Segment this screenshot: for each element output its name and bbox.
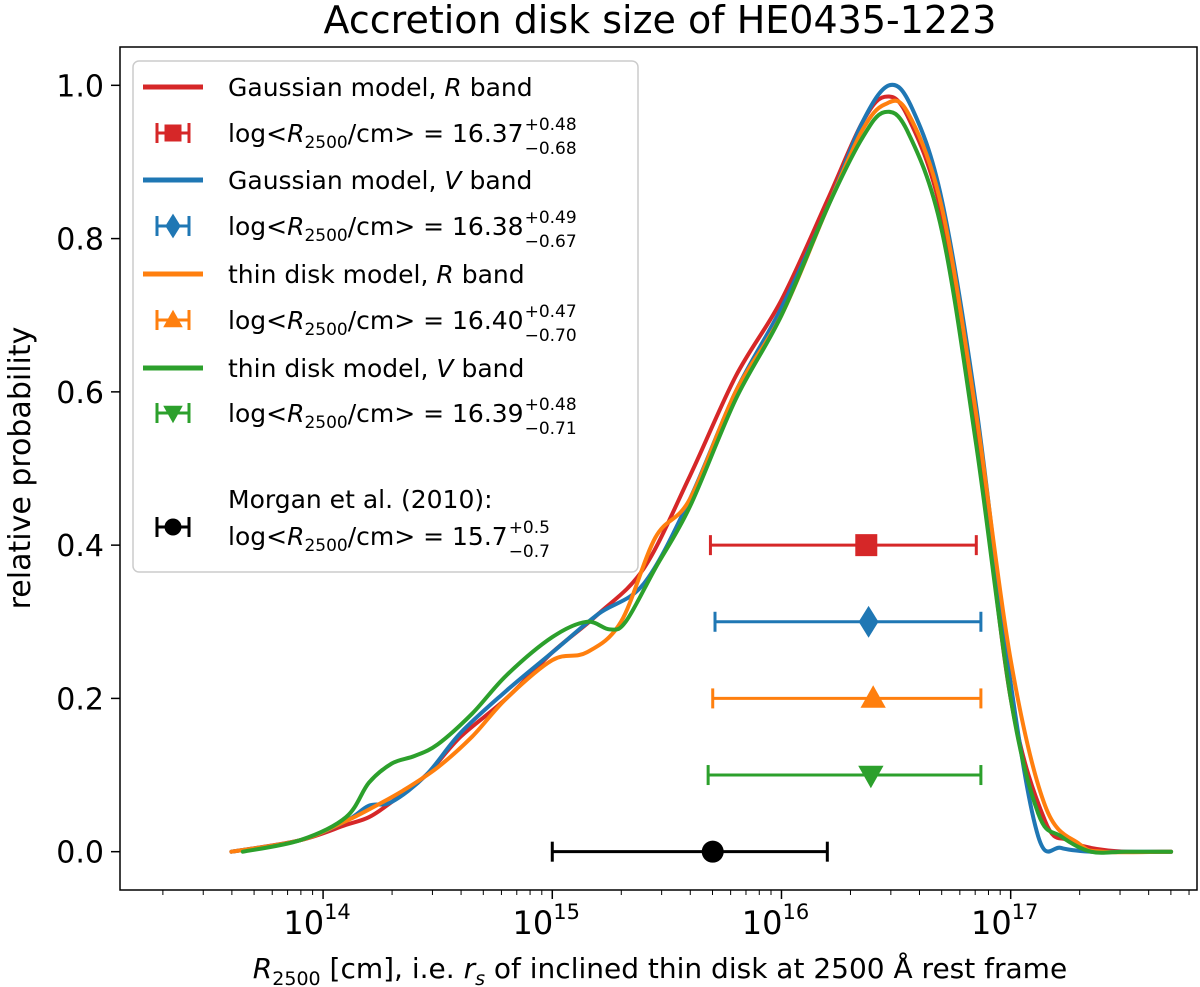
legend-expression: log<R2500/cm> = 16.39 xyxy=(228,399,524,433)
error-bars xyxy=(550,534,983,863)
x-axis-label-group: R2500 [cm], i.e. rs of inclined thin dis… xyxy=(253,951,1067,987)
y-axis-label-group: relative probability xyxy=(3,327,38,610)
legend-line-label: thin disk model, V band xyxy=(228,354,524,383)
legend-plus-error: +0.48 xyxy=(525,115,577,135)
legend-minus-error: −0.68 xyxy=(525,139,577,159)
y-tick-label: 0.8 xyxy=(56,223,104,258)
y-tick-label: 0.4 xyxy=(56,529,104,564)
legend-line-label: Gaussian model, R band xyxy=(228,73,533,102)
y-tick-label: 0.6 xyxy=(56,376,104,411)
errorbar-thin-disk-model-v-band-marker xyxy=(858,765,884,789)
legend-marker xyxy=(164,518,182,536)
plot-frame xyxy=(119,46,1198,891)
legend-box xyxy=(132,60,639,573)
legend-minus-error: −0.7 xyxy=(509,542,550,562)
axis-ticks: 0.0 0.2 0.4 0.6 0.8 1.0 1014 1015 1016 1017 xyxy=(56,69,1190,942)
legend-plus-error: +0.48 xyxy=(525,395,577,415)
errorbar-thin-disk-model-r-band-marker xyxy=(860,685,886,708)
y-tick-label: 0.0 xyxy=(56,836,104,871)
legend-expression: log<R2500/cm> = 16.37 xyxy=(228,119,524,153)
legend-marker xyxy=(163,405,183,424)
x-tick-label: 1016 xyxy=(742,900,809,942)
curve-thin-disk-model-v-band xyxy=(240,109,1174,855)
legend-expression: log<R2500/cm> = 15.7 xyxy=(228,522,508,556)
y-axis-label: relative probability xyxy=(3,327,38,610)
legend: Gaussian model, R band log<R2500/cm> = 16… xyxy=(132,60,639,573)
y-tick-label: 1.0 xyxy=(56,69,104,104)
legend-minus-error: −0.70 xyxy=(525,326,577,346)
legend-marker xyxy=(165,213,181,239)
chart-title-group: Accretion disk size of HE0435-1223 xyxy=(324,0,997,42)
legend-expression: log<R2500/cm> = 16.38 xyxy=(228,212,524,246)
y-tick-label: 0.2 xyxy=(56,682,104,717)
legend-minus-error: −0.67 xyxy=(525,232,577,252)
legend-marker xyxy=(164,124,182,142)
legend-expression: log<R2500/cm> = 16.40 xyxy=(228,306,524,340)
legend-plus-error: +0.5 xyxy=(509,518,550,538)
x-tick-label: 1014 xyxy=(283,900,350,942)
legend-morgan-label: Morgan et al. (2010): xyxy=(228,485,493,514)
errorbar-morgan-et-al-2010--marker xyxy=(701,840,724,863)
legend-plus-error: +0.49 xyxy=(525,208,577,228)
errorbar-gaussian-model-v-band-marker xyxy=(858,605,879,638)
probability-curves xyxy=(229,82,1174,855)
legend-plus-error: +0.47 xyxy=(525,302,577,322)
legend-marker xyxy=(163,309,183,328)
legend-line-label: thin disk model, R band xyxy=(228,260,525,289)
errorbar-gaussian-model-r-band-marker xyxy=(855,534,878,557)
legend-line-label: Gaussian model, V band xyxy=(228,166,532,195)
chart-title: Accretion disk size of HE0435-1223 xyxy=(324,0,997,42)
legend-minus-error: −0.71 xyxy=(525,419,577,439)
x-tick-label: 1017 xyxy=(971,900,1038,942)
x-tick-label: 1015 xyxy=(513,900,580,942)
x-axis-label: R2500 [cm], i.e. rs of inclined thin dis… xyxy=(253,951,1067,987)
